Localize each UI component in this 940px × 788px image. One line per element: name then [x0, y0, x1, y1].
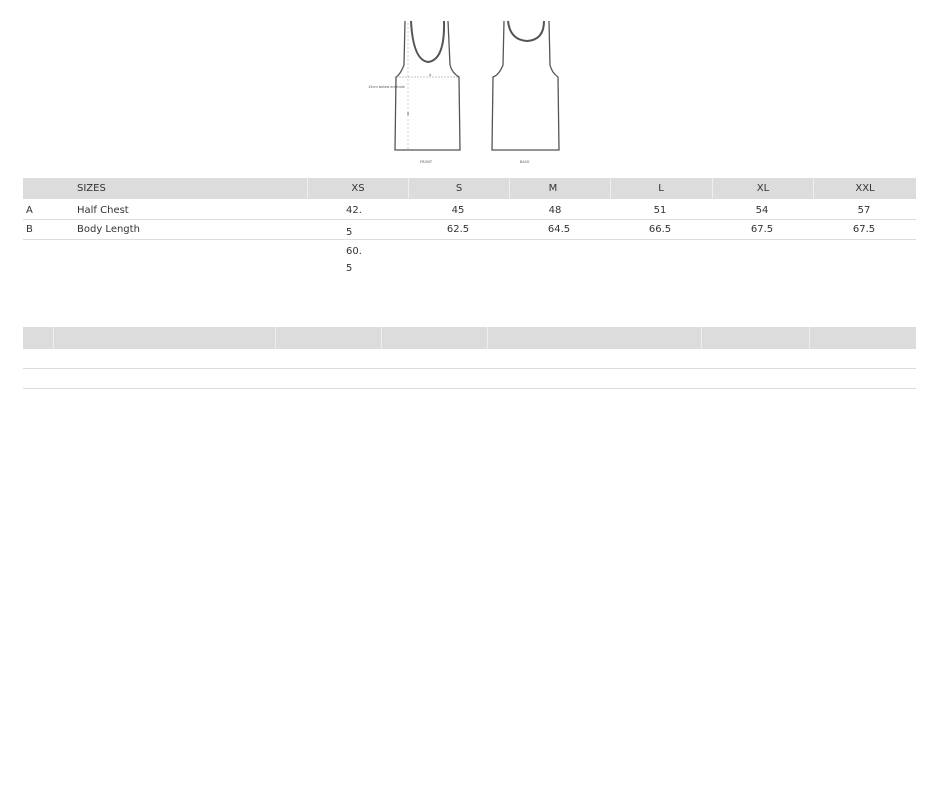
back-view [491, 20, 560, 151]
sizes-header: SIZES [77, 183, 106, 194]
row-label: Half Chest [77, 205, 129, 216]
front-view [394, 20, 461, 151]
value-cell: 67.5 [750, 224, 774, 235]
back-label: BACK [520, 160, 530, 164]
xs-value-part: 5 [346, 263, 353, 274]
value-cell: 62.5 [446, 224, 470, 235]
size-table-header [23, 178, 916, 199]
size-xl: XL [756, 183, 770, 194]
value-cell: 54 [755, 205, 769, 216]
value-cell: 66.5 [648, 224, 672, 235]
row-code: B [26, 224, 33, 235]
size-s: S [455, 183, 463, 194]
tank-top-diagram: 15cm below armhole A B FRONT BACK [368, 20, 560, 164]
value-cell: 64.5 [547, 224, 571, 235]
size-l: L [658, 183, 664, 194]
value-cell: 51 [653, 205, 667, 216]
value-cell: 67.5 [852, 224, 876, 235]
row-code: A [26, 205, 33, 216]
value-cell: 57 [857, 205, 871, 216]
size-m: M [548, 183, 558, 194]
xs-value-part: 60. [346, 246, 362, 257]
armhole-note: 15cm below armhole [368, 85, 405, 89]
xs-value-part: 5 [346, 227, 353, 238]
empty-table-header [23, 327, 916, 349]
value-cell: 48 [548, 205, 562, 216]
size-xxl: XXL [855, 183, 875, 194]
xs-value-part: 42. [346, 205, 362, 216]
front-label: FRONT [420, 160, 433, 164]
mark-a: A [429, 73, 432, 77]
empty-row-divider [23, 388, 916, 389]
mark-b: B [407, 112, 410, 116]
empty-row-divider [23, 368, 916, 369]
row-label: Body Length [77, 224, 140, 235]
value-cell: 45 [451, 205, 465, 216]
size-xs: XS [351, 183, 365, 194]
